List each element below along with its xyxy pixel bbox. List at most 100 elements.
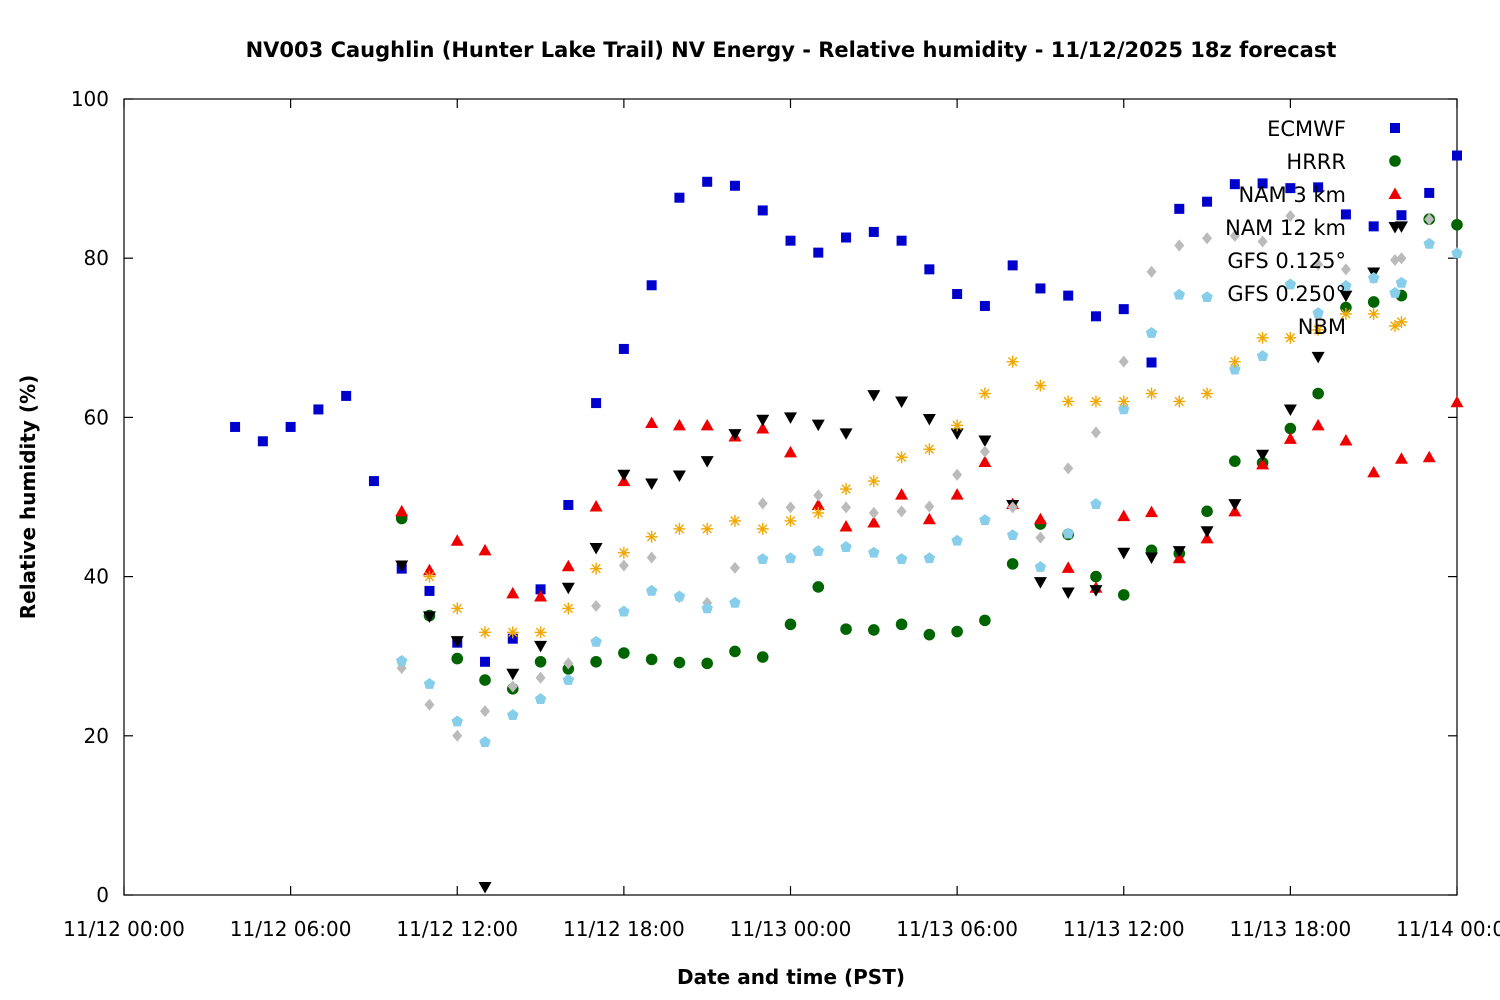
data-point	[1312, 323, 1325, 336]
data-point	[1172, 546, 1186, 558]
data-point	[1090, 426, 1101, 439]
data-point	[562, 602, 575, 615]
data-point	[868, 226, 879, 237]
data-point	[924, 500, 935, 513]
data-point	[1006, 558, 1019, 570]
data-point	[784, 552, 797, 564]
data-point	[1285, 183, 1296, 194]
data-point	[812, 506, 825, 519]
data-point	[1451, 218, 1463, 231]
x-tick-label: 11/12 06:00	[230, 917, 352, 941]
data-point	[979, 614, 991, 627]
data-point	[979, 514, 991, 525]
data-point	[1174, 203, 1185, 214]
data-point	[756, 422, 770, 434]
data-point	[896, 505, 907, 518]
data-point	[757, 553, 769, 564]
data-point	[950, 488, 964, 500]
data-point	[1396, 210, 1407, 221]
data-point	[757, 205, 768, 216]
legend-label: NAM 12 km	[1225, 216, 1346, 240]
data-point	[1201, 505, 1213, 518]
legend-marker	[1388, 222, 1402, 234]
data-point	[1395, 276, 1408, 288]
data-point	[950, 428, 964, 440]
data-point	[1312, 387, 1324, 400]
series-nbm	[423, 307, 1408, 639]
data-point	[422, 611, 436, 623]
data-point	[1033, 577, 1047, 589]
data-point	[756, 414, 770, 427]
data-point	[813, 247, 824, 258]
data-point	[1451, 247, 1463, 259]
data-point	[1367, 465, 1381, 478]
data-point	[812, 581, 825, 593]
data-point	[1256, 449, 1270, 462]
data-point	[645, 653, 658, 666]
data-point	[923, 628, 936, 641]
data-point	[285, 421, 296, 432]
data-point	[729, 645, 741, 658]
data-point	[784, 412, 797, 424]
data-point	[563, 657, 574, 670]
data-point	[840, 623, 852, 635]
data-point	[1339, 307, 1352, 320]
data-point	[1034, 379, 1047, 392]
data-point	[1340, 209, 1351, 220]
data-point	[535, 584, 546, 595]
data-point	[979, 445, 990, 458]
legend-label: ECMWF	[1267, 117, 1346, 141]
data-point	[868, 506, 879, 519]
data-point	[452, 729, 463, 742]
data-point	[506, 626, 519, 639]
data-point	[590, 562, 603, 575]
data-point	[479, 736, 491, 748]
data-point	[534, 655, 547, 668]
data-point	[1313, 258, 1324, 271]
data-point	[617, 546, 630, 559]
data-point	[257, 436, 268, 447]
data-point	[1367, 296, 1380, 308]
data-point	[839, 519, 853, 532]
data-point	[1117, 547, 1131, 560]
data-point	[1256, 457, 1270, 470]
x-tick-label: 11/12 18:00	[563, 917, 685, 941]
data-point	[1283, 432, 1297, 444]
legend-label: HRRR	[1286, 150, 1346, 174]
data-point	[1118, 304, 1129, 315]
y-tick-label: 80	[84, 246, 109, 270]
data-point	[1145, 505, 1159, 518]
data-point	[423, 678, 436, 689]
data-point	[1117, 589, 1130, 601]
data-point	[673, 522, 686, 535]
data-point	[451, 602, 464, 615]
legend: ECMWF HRRR NAM 3 km NAM 12 km GFS 0.125° GFS …	[1225, 117, 1402, 339]
data-point	[978, 455, 992, 467]
data-point	[1145, 552, 1159, 564]
data-point	[1256, 350, 1269, 361]
data-point	[1367, 307, 1380, 320]
series-nam-12-km	[395, 221, 1408, 894]
data-point	[478, 543, 492, 556]
data-point	[701, 522, 714, 535]
data-point	[1061, 587, 1075, 600]
data-point	[1340, 280, 1352, 291]
data-point	[341, 390, 352, 401]
data-point	[1063, 290, 1074, 301]
data-point	[1312, 307, 1324, 318]
data-point	[1089, 585, 1103, 597]
data-point	[895, 618, 908, 631]
data-point	[1229, 363, 1241, 375]
data-point	[424, 698, 435, 711]
data-point	[729, 561, 740, 574]
data-point	[867, 390, 881, 402]
data-point	[646, 280, 657, 291]
data-point	[1035, 283, 1046, 294]
legend-label: NAM 3 km	[1238, 183, 1346, 207]
data-point	[480, 656, 491, 667]
data-point	[422, 563, 436, 576]
data-point	[756, 651, 769, 663]
data-point	[840, 483, 853, 496]
data-point	[395, 504, 409, 517]
data-point	[895, 488, 909, 500]
